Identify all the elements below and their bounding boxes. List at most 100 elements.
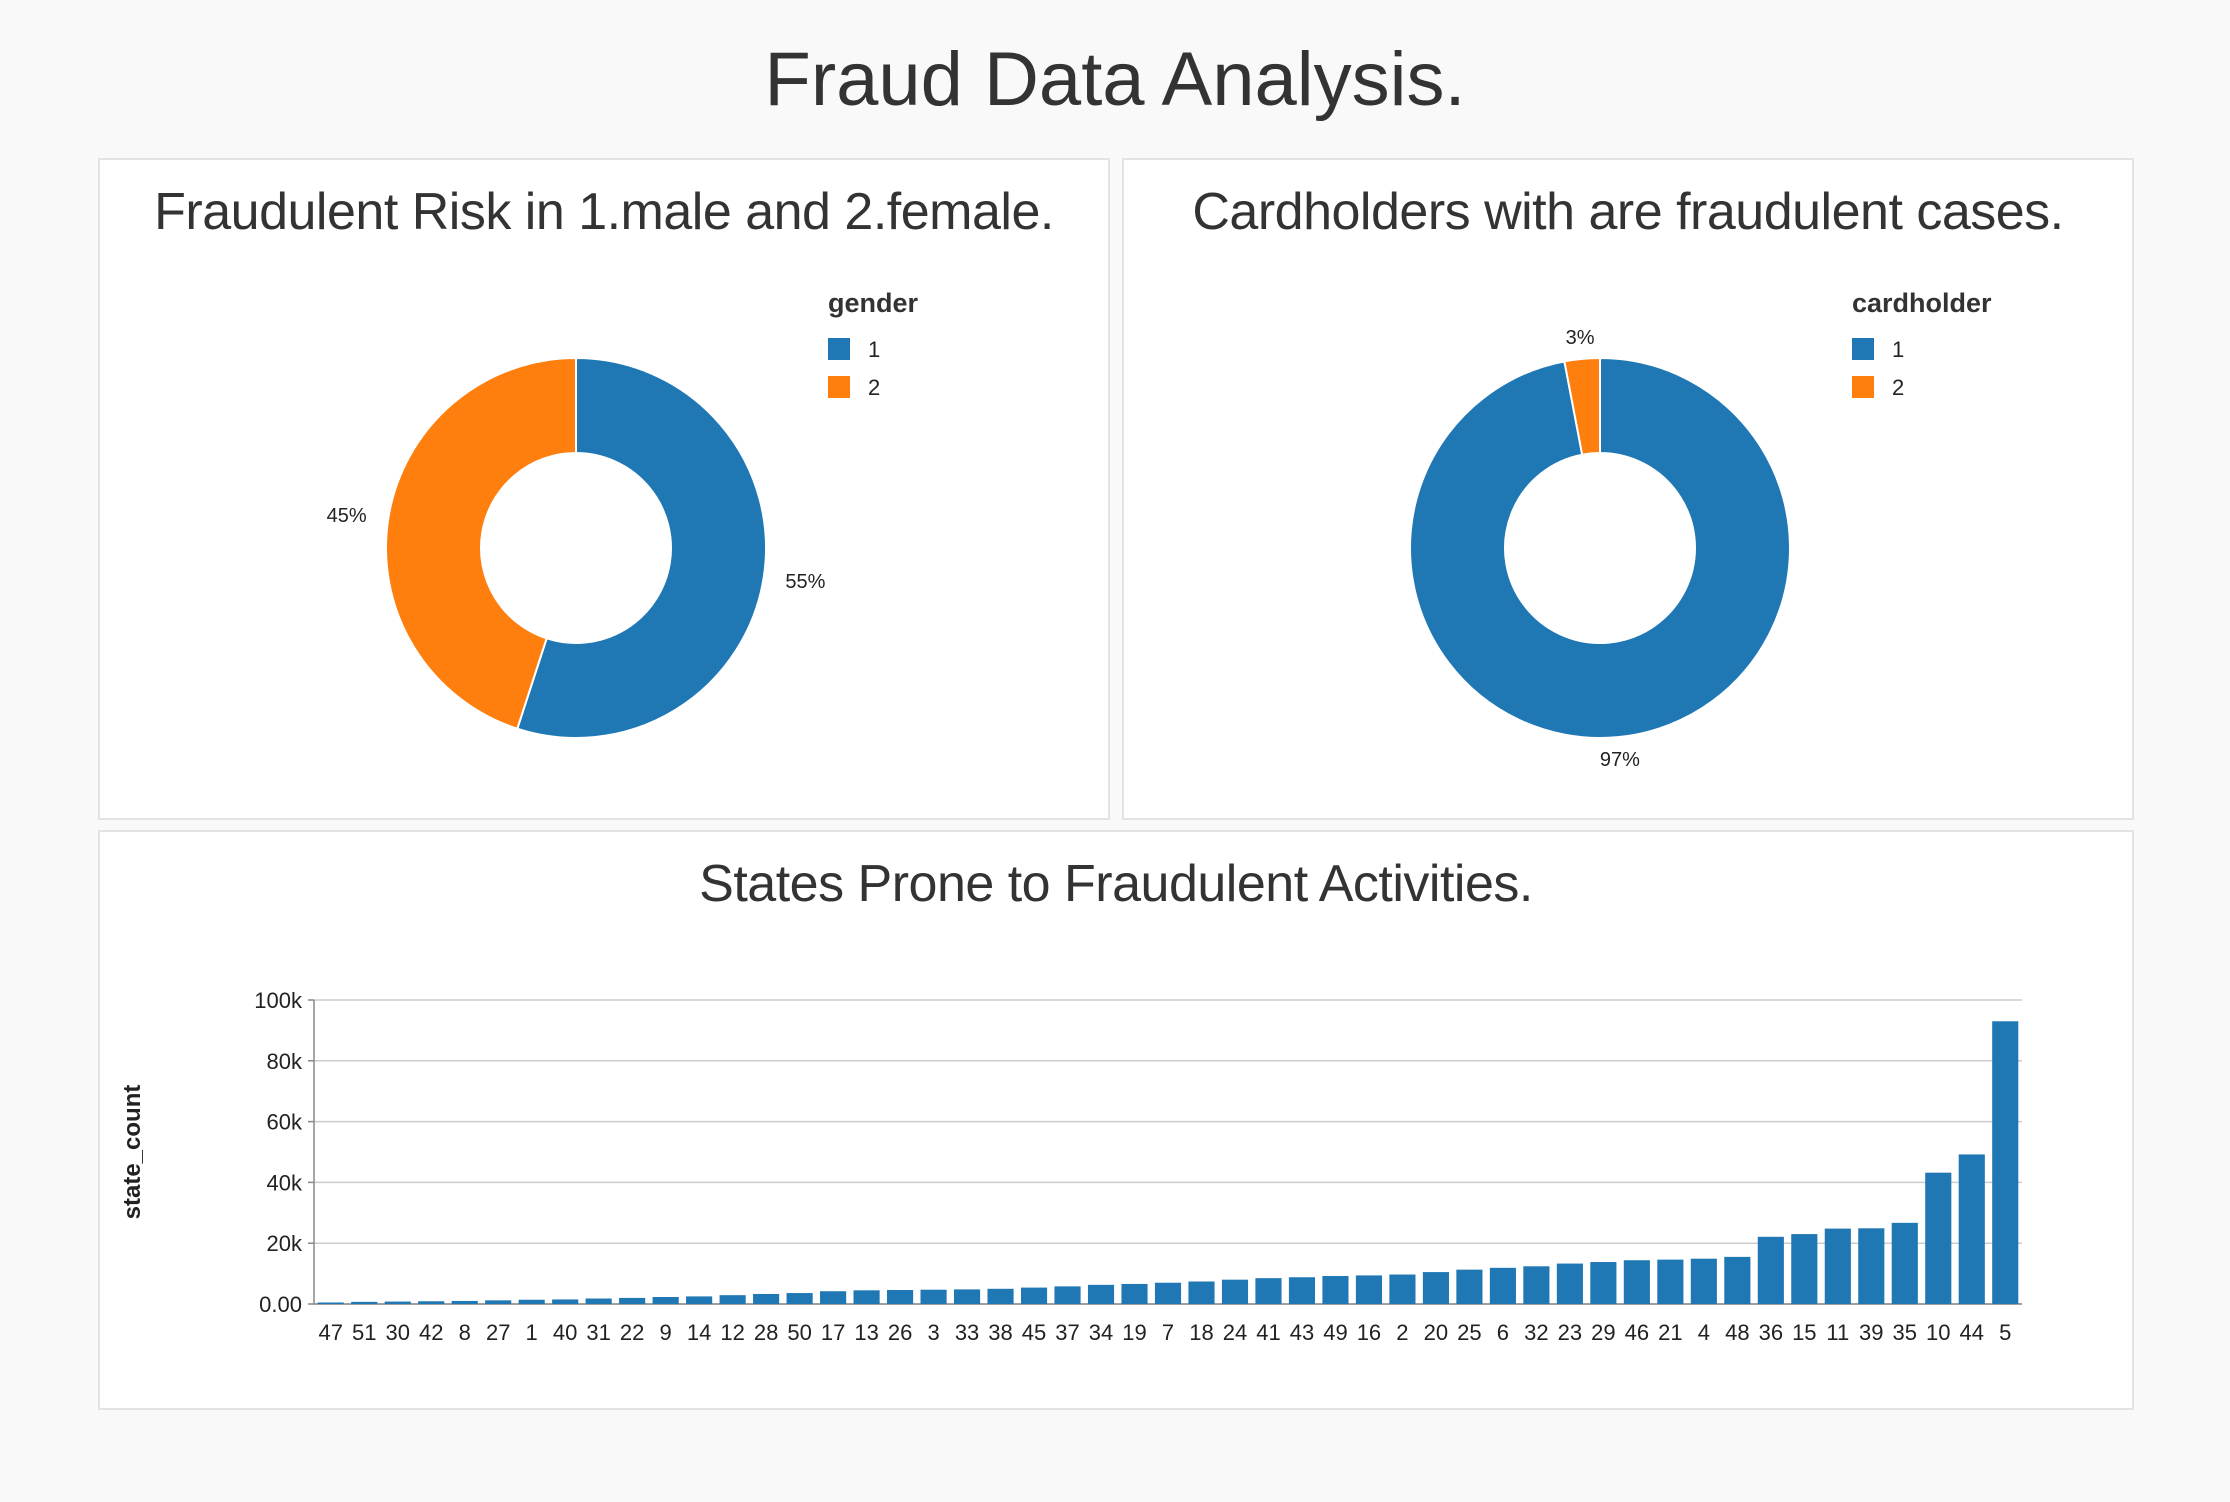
bar-state-13[interactable] (853, 1290, 880, 1304)
gender-slice-label: 55% (785, 571, 825, 593)
gender-slice-label: 45% (327, 505, 367, 527)
bar-state-46[interactable] (1623, 1260, 1650, 1304)
states-chart-title: States Prone to Fraudulent Activities. (699, 855, 1533, 913)
x-tick-label: 6 (1497, 1320, 1509, 1345)
bar-state-3[interactable] (920, 1289, 947, 1304)
bar-state-49[interactable] (1322, 1276, 1349, 1304)
bar-state-48[interactable] (1724, 1256, 1751, 1304)
x-tick-label: 13 (854, 1320, 878, 1345)
x-tick-label: 47 (319, 1320, 343, 1345)
bar-state-9[interactable] (652, 1297, 679, 1304)
gender-legend-title: gender (828, 288, 919, 318)
gender-legend-item[interactable]: 2 (868, 375, 880, 400)
x-tick-label: 33 (955, 1320, 979, 1345)
x-tick-label: 30 (385, 1320, 409, 1345)
bar-state-43[interactable] (1288, 1277, 1316, 1304)
bar-state-33[interactable] (953, 1289, 981, 1304)
bar-state-18[interactable] (1188, 1281, 1215, 1304)
x-tick-label: 39 (1859, 1320, 1883, 1345)
x-tick-label: 51 (352, 1320, 376, 1345)
y-tick-label: 80k (267, 1049, 303, 1074)
x-tick-label: 28 (754, 1320, 778, 1345)
bar-state-12[interactable] (719, 1295, 746, 1304)
cardholder-legend-item[interactable]: 1 (1892, 337, 1904, 362)
bar-state-31[interactable] (585, 1298, 612, 1304)
bar-state-11[interactable] (1824, 1228, 1851, 1304)
x-tick-label: 46 (1625, 1320, 1649, 1345)
x-tick-label: 8 (459, 1320, 471, 1345)
bar-state-14[interactable] (686, 1296, 713, 1304)
cardholder-slice-2 (1563, 356, 1601, 456)
bar-state-34[interactable] (1087, 1284, 1115, 1304)
y-tick-label: 20k (267, 1231, 303, 1256)
bar-state-41[interactable] (1255, 1278, 1282, 1304)
x-tick-label: 1 (526, 1320, 538, 1345)
x-tick-label: 45 (1022, 1320, 1046, 1345)
bar-state-17[interactable] (820, 1291, 847, 1304)
x-tick-label: 9 (660, 1320, 672, 1345)
x-tick-label: 49 (1323, 1320, 1347, 1345)
bar-state-37[interactable] (1054, 1286, 1081, 1304)
bar-state-6[interactable] (1489, 1267, 1516, 1304)
bar-state-47[interactable] (317, 1302, 344, 1304)
bar-state-23[interactable] (1556, 1263, 1583, 1304)
x-tick-label: 4 (1698, 1320, 1710, 1345)
y-tick-label: 100k (254, 988, 303, 1013)
x-tick-label: 17 (821, 1320, 845, 1345)
bar-state-4[interactable] (1690, 1258, 1717, 1304)
x-tick-label: 37 (1055, 1320, 1079, 1345)
bar-state-38[interactable] (987, 1288, 1014, 1304)
bar-state-51[interactable] (351, 1301, 378, 1304)
bar-state-19[interactable] (1121, 1283, 1148, 1304)
x-tick-label: 38 (988, 1320, 1012, 1345)
bar-state-39[interactable] (1858, 1228, 1885, 1304)
bar-state-1[interactable] (518, 1299, 545, 1304)
bar-state-7[interactable] (1154, 1282, 1182, 1304)
x-tick-label: 32 (1524, 1320, 1548, 1345)
bar-state-21[interactable] (1657, 1259, 1684, 1304)
states-chart-panel: States Prone to Fraudulent Activities. 0… (98, 830, 2134, 1410)
x-tick-label: 44 (1960, 1320, 1984, 1345)
bar-state-15[interactable] (1791, 1234, 1818, 1304)
bar-state-42[interactable] (418, 1301, 445, 1304)
x-tick-label: 27 (486, 1320, 510, 1345)
bar-state-27[interactable] (485, 1300, 512, 1304)
x-tick-label: 18 (1189, 1320, 1213, 1345)
x-tick-label: 24 (1223, 1320, 1247, 1345)
bar-state-45[interactable] (1020, 1287, 1048, 1304)
bar-state-30[interactable] (384, 1301, 411, 1304)
x-tick-label: 15 (1792, 1320, 1816, 1345)
cardholder-legend-title: cardholder (1852, 288, 1992, 318)
bar-state-35[interactable] (1891, 1222, 1918, 1304)
x-tick-label: 29 (1591, 1320, 1615, 1345)
gender-legend-item[interactable]: 1 (868, 337, 880, 362)
bar-state-10[interactable] (1925, 1172, 1952, 1304)
x-tick-label: 40 (553, 1320, 577, 1345)
bar-state-16[interactable] (1355, 1275, 1383, 1304)
bar-state-32[interactable] (1523, 1266, 1550, 1304)
x-tick-label: 5 (1999, 1320, 2011, 1345)
gender-chart-title: Fraudulent Risk in 1.male and 2.female. (154, 183, 1054, 241)
bar-state-2[interactable] (1389, 1274, 1416, 1304)
bar-state-44[interactable] (1958, 1154, 1985, 1304)
bar-state-28[interactable] (753, 1293, 780, 1304)
cardholder-slice-label: 97% (1600, 749, 1640, 771)
bar-state-26[interactable] (887, 1290, 914, 1304)
x-tick-label: 25 (1457, 1320, 1481, 1345)
bar-state-22[interactable] (619, 1297, 646, 1304)
bar-state-29[interactable] (1590, 1262, 1617, 1304)
bar-state-36[interactable] (1757, 1236, 1784, 1304)
x-tick-label: 43 (1290, 1320, 1314, 1345)
bar-state-5[interactable] (1992, 1021, 2019, 1304)
cardholder-legend-swatch (1852, 376, 1874, 398)
cardholder-legend-item[interactable]: 2 (1892, 375, 1904, 400)
bar-state-8[interactable] (451, 1300, 478, 1304)
x-tick-label: 3 (927, 1320, 939, 1345)
bar-state-20[interactable] (1422, 1272, 1449, 1304)
bar-state-24[interactable] (1221, 1279, 1249, 1304)
bar-state-40[interactable] (552, 1299, 579, 1304)
x-tick-label: 7 (1162, 1320, 1174, 1345)
bar-state-25[interactable] (1456, 1269, 1483, 1304)
bar-state-50[interactable] (786, 1293, 813, 1304)
